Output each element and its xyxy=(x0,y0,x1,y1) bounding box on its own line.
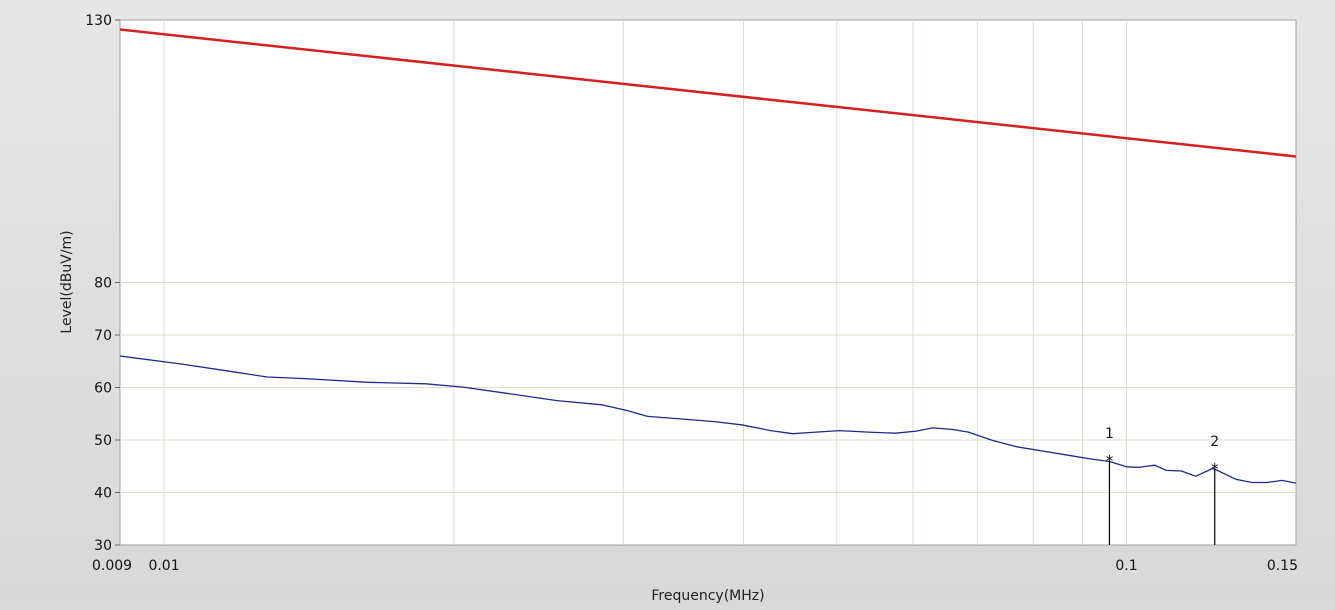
x-tick-label: 0.009 xyxy=(92,558,132,574)
measurement-series xyxy=(119,355,1297,484)
y-tick-label: 30 xyxy=(94,538,112,554)
x-axis-ticks: 0.009 0.01 0.1 0.15 xyxy=(92,558,1298,574)
x-tick-label: 0.01 xyxy=(148,558,179,574)
y-tick-label: 80 xyxy=(94,276,112,292)
y-tick-label: 40 xyxy=(94,486,112,502)
y-tick-label: 50 xyxy=(94,433,112,449)
y-tick-label: 70 xyxy=(94,328,112,344)
y-axis-ticks: 30 40 50 60 70 80 130 xyxy=(85,13,120,554)
markers-group: * 1 * 2 xyxy=(1105,426,1219,545)
grid xyxy=(120,20,1296,545)
x-tick-label: 0.1 xyxy=(1115,558,1137,574)
marker-point: * xyxy=(1211,460,1219,478)
x-axis-label: Frequency(MHz) xyxy=(651,588,764,604)
y-tick-label: 130 xyxy=(85,13,112,29)
marker-point: * xyxy=(1106,452,1114,470)
series-group xyxy=(119,28,1297,484)
limit-line-series xyxy=(119,28,1297,158)
marker-label: 1 xyxy=(1105,426,1114,442)
x-tick-label: 0.15 xyxy=(1267,558,1298,574)
marker-label: 2 xyxy=(1210,434,1219,450)
y-axis-label: Level(dBuV/m) xyxy=(59,230,75,333)
y-tick-label: 60 xyxy=(94,381,112,397)
